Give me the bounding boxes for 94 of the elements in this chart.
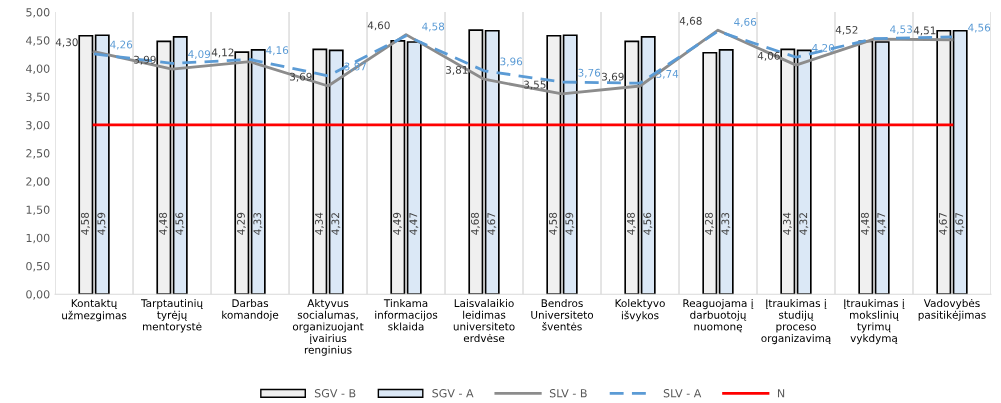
y-tick-label: 0,00 — [26, 290, 50, 300]
x-tick-label: Kontaktų užmezgimas — [62, 299, 127, 322]
bar — [234, 51, 250, 295]
data-label: 4,58 — [81, 212, 90, 235]
data-label: 4,33 — [253, 212, 263, 235]
data-label: 4,53 — [890, 25, 912, 35]
data-label: 4,28 — [704, 212, 714, 235]
data-label: 4,68 — [679, 16, 702, 26]
data-label: 4,48 — [626, 212, 636, 235]
data-label: 4,67 — [938, 212, 948, 235]
bar — [546, 34, 562, 295]
data-label: 4,33 — [721, 212, 731, 235]
bar — [172, 36, 188, 295]
legend-label: SGV - A — [432, 389, 474, 398]
data-label: 4,48 — [159, 212, 168, 235]
data-label: 3,69 — [602, 72, 624, 82]
data-label: 4,47 — [877, 212, 887, 235]
x-tick-label: Tarptautinių tyrėjų mentorystė — [140, 299, 203, 333]
data-label: 4,51 — [913, 26, 936, 36]
data-label: 4,12 — [211, 48, 234, 58]
data-label: 4,16 — [266, 46, 289, 56]
data-label: 4,56 — [968, 23, 991, 33]
legend-label: N — [777, 389, 785, 398]
data-label: 3,96 — [500, 57, 523, 67]
bar — [250, 49, 266, 295]
y-tick-label: 3,00 — [26, 120, 50, 131]
bar — [936, 29, 952, 295]
legend-label: SLV - B — [549, 389, 587, 398]
y-tick-label: 4,00 — [26, 64, 50, 75]
bar — [780, 48, 796, 295]
data-label: 3,55 — [524, 80, 546, 90]
data-label: 4,66 — [734, 17, 757, 27]
x-tick-label: Aktyvus socialumas, organizuojant įvairius renginius — [292, 299, 364, 356]
data-label: 4,52 — [835, 25, 858, 35]
data-label: 3,76 — [578, 68, 601, 78]
data-label: 4,09 — [188, 50, 211, 60]
data-label: 4,67 — [487, 212, 497, 235]
data-label: 4,59 — [97, 212, 107, 235]
bar — [328, 49, 344, 295]
data-label: 4,68 — [470, 212, 480, 235]
data-label: 4,58 — [548, 212, 558, 235]
bar — [78, 34, 94, 295]
bar — [702, 51, 718, 295]
x-tick-label: Kolektyvo išvykos — [615, 299, 665, 322]
data-label: 4,32 — [799, 213, 809, 235]
bar — [858, 40, 874, 295]
data-label: 4,48 — [860, 212, 870, 235]
bar — [796, 49, 812, 295]
x-tick-label: Laisvalaikio leidimas universiteto erdvėse — [453, 299, 515, 343]
y-tick-label: 3,50 — [26, 92, 50, 103]
data-label: 4,58 — [422, 22, 445, 32]
y-tick-label: 5,00 — [26, 8, 50, 18]
bar — [484, 29, 500, 295]
legend-label: SLV - A — [663, 389, 702, 398]
bar — [468, 29, 484, 295]
y-tick-label: 4,50 — [26, 36, 50, 46]
data-label: 3,81 — [446, 65, 468, 75]
y-tick-label: 1,50 — [26, 205, 50, 216]
data-label: 4,56 — [175, 212, 185, 235]
bar — [406, 41, 422, 295]
data-label: 4,34 — [314, 212, 324, 235]
bar — [718, 49, 734, 295]
bar — [624, 40, 640, 295]
data-label: 4,56 — [643, 212, 653, 235]
data-label: 4,34 — [782, 212, 792, 235]
data-label: 4,32 — [331, 213, 341, 235]
y-tick-label: 0,50 — [26, 261, 50, 272]
data-label: 4,47 — [409, 212, 419, 235]
y-tick-label: 1,00 — [26, 233, 50, 244]
x-tick-label: Tinkama informacijos sklaida — [375, 299, 438, 331]
x-tick-label: Įtraukimas į mokslinių tyrimų vykdymą — [844, 299, 905, 345]
data-label: 4,30 — [55, 38, 78, 48]
x-tick-label: Vadovybės pasitikėjimas — [918, 299, 986, 321]
y-tick-label: 2,50 — [26, 149, 50, 159]
data-label: 4,67 — [955, 212, 965, 235]
bar — [952, 29, 968, 295]
data-label: 4,49 — [392, 212, 402, 235]
bar — [156, 40, 172, 295]
bar — [390, 40, 406, 295]
bar — [874, 41, 890, 295]
legend-label: SGV - B — [314, 389, 356, 398]
data-label: 4,60 — [367, 21, 390, 31]
x-tick-label: Darbas komandoje — [222, 299, 279, 321]
x-tick-label: Reaguojama į darbuotojų nuomonę — [683, 299, 754, 333]
x-tick-label: Įtraukimas į studijų proceso organizavimą — [761, 299, 831, 345]
x-tick-label: Bendros Universiteto šventės — [531, 299, 594, 331]
bar — [94, 34, 110, 295]
data-label: 4,29 — [237, 212, 246, 235]
bar — [562, 34, 578, 295]
data-label: 4,26 — [110, 40, 133, 50]
bar — [312, 48, 328, 295]
bar — [640, 36, 656, 295]
data-label: 4,59 — [565, 212, 575, 235]
y-tick-label: 2,00 — [26, 177, 50, 187]
